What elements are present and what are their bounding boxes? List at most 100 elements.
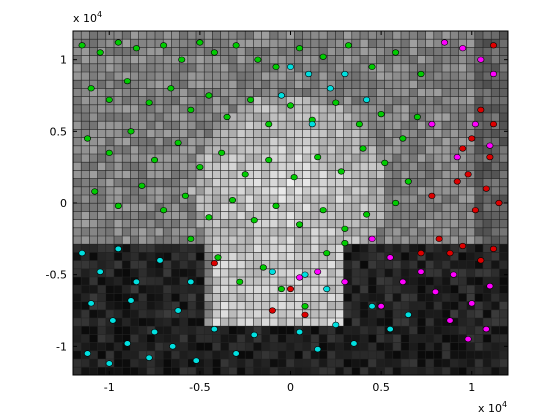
mosaic-cell (286, 350, 295, 360)
mosaic-cell (212, 113, 221, 122)
mosaic-cell (138, 268, 148, 278)
data-point (87, 300, 95, 307)
mosaic-cell (245, 285, 254, 294)
mosaic-cell (187, 252, 197, 261)
mosaic-cell (442, 227, 451, 237)
mosaic-cell (228, 31, 238, 40)
mosaic-cell (409, 170, 418, 179)
mosaic-cell (171, 154, 180, 163)
mosaic-cell (401, 219, 410, 229)
mosaic-cell (97, 129, 107, 138)
mosaic-cell (237, 342, 246, 352)
y-tick-label: 0 (60, 197, 67, 210)
mosaic-cell (310, 277, 320, 286)
mosaic-cell (450, 80, 459, 89)
mosaic-cell (458, 39, 467, 48)
data-point (145, 99, 153, 106)
mosaic-cell (368, 170, 377, 179)
data-point (450, 271, 458, 278)
mosaic-cell (146, 195, 156, 204)
mosaic-cell (474, 31, 484, 40)
mosaic-cell (146, 252, 156, 261)
mosaic-cell (114, 252, 123, 261)
mosaic-cell (351, 252, 361, 261)
mosaic-cell (187, 195, 197, 204)
mosaic-cell (409, 72, 418, 81)
mosaic-cell (138, 55, 148, 65)
mosaic-cell (220, 195, 230, 204)
mosaic-cell (187, 285, 197, 294)
mosaic-cell (474, 326, 484, 335)
mosaic-cell (122, 334, 131, 343)
mosaic-cell (171, 39, 180, 48)
mosaic-cell (179, 47, 189, 56)
mosaic-cell (442, 367, 451, 375)
mosaic-cell (73, 88, 82, 97)
mosaic-cell (97, 334, 107, 343)
mosaic-cell (368, 260, 377, 270)
x-scale-label: x 104 (478, 400, 507, 415)
mosaic-cell (220, 301, 230, 311)
mosaic-cell (138, 252, 148, 261)
mosaic-cell (417, 211, 426, 220)
mosaic-cell (146, 39, 156, 48)
mosaic-cell (187, 334, 197, 343)
mosaic-cell (368, 96, 377, 106)
mosaic-cell (114, 170, 123, 179)
mosaic-cell (220, 31, 230, 40)
mosaic-cell (376, 236, 385, 245)
data-point (381, 159, 389, 166)
mosaic-cell (105, 277, 115, 286)
mosaic-cell (122, 88, 131, 97)
mosaic-cell (245, 129, 254, 138)
mosaic-cell (425, 326, 435, 335)
mosaic-cell (89, 145, 98, 155)
mosaic-cell (122, 39, 131, 48)
mosaic-cell (163, 260, 172, 270)
mosaic-cell (401, 72, 410, 81)
mosaic-cell (196, 277, 205, 286)
mosaic-cell (253, 96, 262, 106)
mosaic-cell (368, 342, 377, 352)
mosaic-cell (433, 63, 443, 73)
mosaic-cell (433, 55, 443, 65)
mosaic-cell (319, 104, 328, 114)
mosaic-cell (286, 55, 295, 65)
mosaic-cell (409, 285, 418, 294)
mosaic-cell (171, 186, 180, 196)
mosaic-cell (310, 72, 320, 81)
mosaic-cell (261, 277, 271, 286)
mosaic-cell (253, 186, 262, 196)
mosaic-cell (163, 88, 172, 97)
mosaic-cell (302, 137, 312, 147)
mosaic-cell (483, 350, 492, 360)
mosaic-cell (425, 285, 435, 294)
mosaic-cell (319, 219, 328, 229)
mosaic-cell (130, 31, 139, 40)
mosaic-cell (401, 154, 410, 163)
mosaic-cell (155, 301, 164, 311)
mosaic-cell (335, 31, 344, 40)
mosaic-cell (278, 293, 287, 302)
mosaic-cell (261, 227, 271, 237)
mosaic-cell (343, 80, 353, 89)
data-point (392, 199, 400, 207)
mosaic-cell (351, 342, 361, 352)
mosaic-cell (310, 63, 320, 73)
mosaic-cell (450, 96, 459, 106)
mosaic-cell (450, 367, 459, 375)
mosaic-cell (310, 236, 320, 245)
mosaic-cell (179, 80, 189, 89)
mosaic-cell (507, 145, 508, 155)
mosaic-cell (122, 96, 131, 106)
mosaic-cell (294, 72, 303, 81)
mosaic-cell (442, 96, 451, 106)
mosaic-cell (212, 285, 221, 294)
mosaic-cell (163, 80, 172, 89)
mosaic-cell (360, 113, 369, 122)
mosaic-cell (409, 359, 418, 368)
mosaic-cell (286, 39, 295, 48)
mosaic-cell (507, 154, 508, 163)
mosaic-cell (114, 96, 123, 106)
mosaic-cell (269, 104, 279, 114)
